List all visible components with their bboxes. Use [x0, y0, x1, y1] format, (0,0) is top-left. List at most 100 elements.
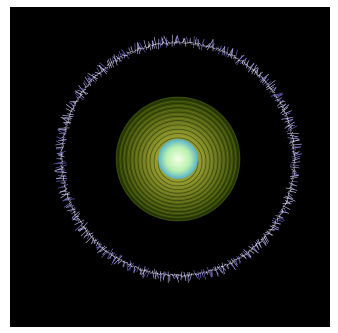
- ring-particle: [278, 100, 280, 102]
- ring-particle: [65, 124, 67, 126]
- ring-particle: [281, 210, 283, 212]
- ring-particle: [222, 50, 224, 52]
- ring-particle: [210, 46, 212, 48]
- ring-particle: [120, 55, 122, 57]
- ring-particle: [69, 115, 71, 117]
- ring-particle: [272, 91, 274, 93]
- ring-filament: [206, 267, 212, 278]
- ring-particle: [66, 191, 68, 193]
- ring-particle: [107, 251, 109, 253]
- ring-particle: [289, 187, 291, 189]
- ring-particle: [111, 253, 113, 255]
- ring-particle: [102, 246, 104, 248]
- ring-particle: [134, 51, 136, 53]
- ring-particle: [196, 273, 198, 275]
- ring-particle: [290, 181, 292, 183]
- ring-particle: [110, 61, 113, 63]
- ring-filament: [289, 134, 299, 138]
- ring-particle: [89, 233, 91, 235]
- ring-particle: [107, 64, 109, 66]
- ring-particle: [194, 42, 196, 44]
- ring-particle: [106, 64, 108, 66]
- ring-particle: [78, 96, 80, 98]
- ring-filament: [242, 250, 252, 259]
- ring-particle: [247, 65, 249, 67]
- ring-particle: [59, 158, 62, 160]
- ring-particle: [65, 130, 67, 132]
- ring-particle: [121, 259, 123, 261]
- ring-particle: [160, 272, 162, 275]
- ring-particle: [244, 254, 246, 256]
- ring-particle: [272, 225, 274, 227]
- ring-particle: [61, 155, 63, 157]
- ring-particle: [234, 260, 236, 262]
- ring-particle: [65, 128, 67, 130]
- ring-particle: [209, 269, 211, 271]
- ring-particle: [117, 58, 119, 60]
- ring-filament: [96, 245, 106, 254]
- ring-particle: [272, 89, 274, 91]
- ring-particle: [177, 41, 179, 43]
- ring-particle: [263, 236, 265, 238]
- ring-particle: [282, 206, 284, 208]
- ring-particle: [179, 42, 181, 44]
- ring-particle: [69, 114, 71, 116]
- ring-particle: [288, 195, 290, 197]
- ring-filament: [78, 85, 87, 96]
- disc-ring: [117, 98, 239, 220]
- ring-particle: [250, 67, 252, 69]
- ring-particle: [285, 115, 287, 118]
- glowing-core: [158, 139, 198, 179]
- disc-ring: [121, 103, 235, 216]
- ring-particle: [64, 133, 66, 135]
- ring-particle: [64, 129, 66, 131]
- ring-particle: [69, 199, 71, 201]
- ring-filament: [96, 243, 103, 251]
- ring-particle: [61, 148, 63, 150]
- ring-particle: [248, 67, 250, 69]
- ring-particle: [239, 60, 241, 62]
- ring-particle: [123, 55, 125, 57]
- ring-particle: [65, 187, 67, 189]
- ring-particle: [157, 43, 159, 45]
- ring-filament: [221, 262, 225, 275]
- ring-particle: [213, 47, 215, 50]
- render-canvas: [10, 7, 330, 327]
- ring-filament: [281, 110, 292, 116]
- ring-particle: [293, 151, 295, 153]
- ring-particle: [198, 272, 200, 274]
- ring-particle: [207, 45, 209, 47]
- ring-particle: [252, 69, 254, 71]
- ring-particle: [284, 111, 286, 114]
- ring-particle: [180, 42, 182, 44]
- ring-particle: [64, 186, 66, 188]
- ring-particle: [292, 137, 294, 139]
- ring-particle: [92, 79, 95, 81]
- ring-particle: [119, 56, 121, 58]
- ring-filament: [159, 271, 162, 282]
- ring-particle: [104, 67, 106, 69]
- ring-particle: [287, 196, 289, 198]
- ring-particle: [129, 263, 131, 265]
- ring-particle: [262, 239, 264, 241]
- ring-particle: [274, 221, 276, 223]
- ring-particle: [193, 43, 195, 45]
- ring-particle: [274, 222, 276, 224]
- ring-filament: [229, 260, 236, 271]
- ring-particle: [246, 64, 248, 67]
- ring-particle: [256, 73, 258, 75]
- ring-particle: [112, 60, 114, 62]
- ring-filament: [56, 180, 67, 182]
- ring-particle: [157, 272, 159, 275]
- ring-particle: [155, 43, 157, 46]
- ring-particle: [243, 62, 245, 64]
- ring-particle: [62, 139, 65, 141]
- ring-particle: [281, 209, 284, 211]
- ring-filament: [107, 59, 113, 68]
- ring-particle: [160, 44, 162, 46]
- ring-filament: [55, 146, 64, 149]
- ring-particle: [279, 217, 281, 219]
- ring-particle: [201, 273, 203, 275]
- ring-filament: [111, 253, 117, 266]
- ring-particle: [236, 58, 238, 60]
